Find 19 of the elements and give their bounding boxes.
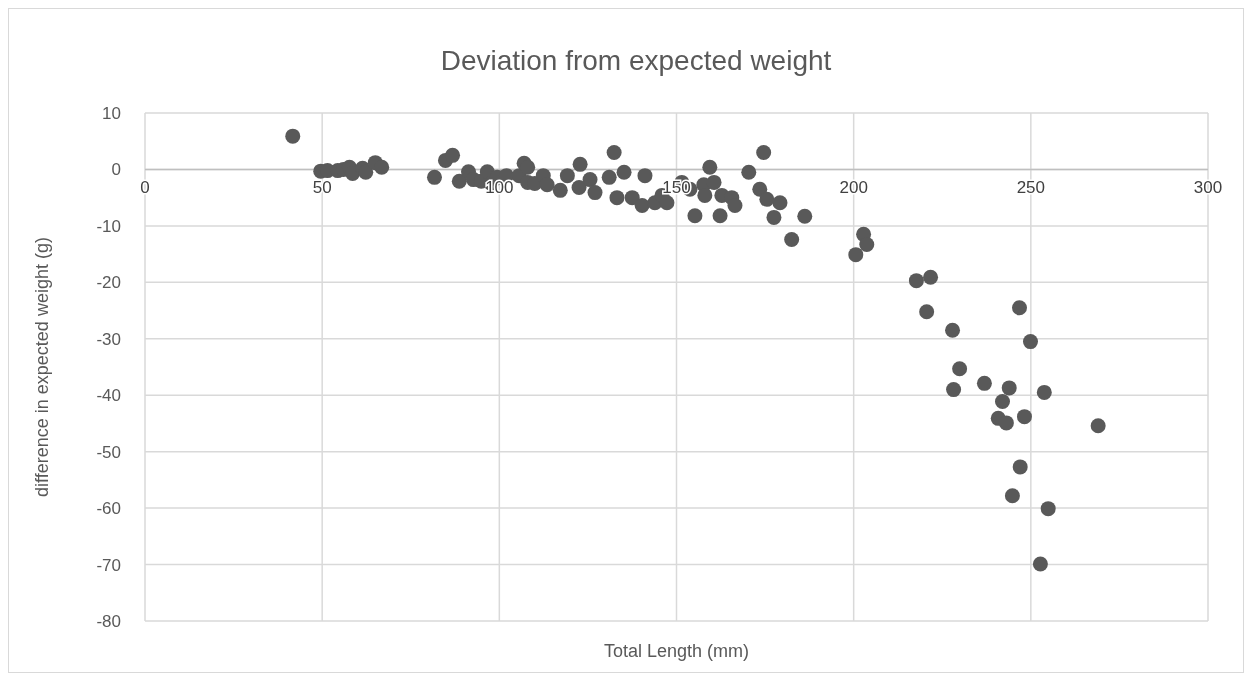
x-tick-label: 200: [839, 178, 868, 198]
x-tick-label: 50: [312, 178, 332, 198]
chart-title: Deviation from expected weight: [440, 45, 832, 76]
y-tick-label: -60: [96, 499, 121, 519]
x-tick-label: 300: [1193, 178, 1223, 198]
y-tick-label: -40: [96, 386, 121, 406]
x-tick-label: 0: [140, 178, 150, 198]
y-axis-title: difference in expected weight (g): [32, 237, 52, 497]
y-tick-label: -30: [96, 329, 121, 349]
x-tick-label: 100: [485, 178, 514, 198]
y-tick-label: -10: [96, 216, 121, 236]
y-tick-label: 0: [111, 160, 121, 180]
y-tick-label: -50: [96, 442, 121, 462]
x-axis-title: Total Length (mm): [603, 641, 750, 661]
y-tick-label: -70: [96, 555, 121, 575]
y-tick-label: 10: [102, 103, 121, 123]
x-tick-label: 250: [1016, 178, 1046, 198]
y-tick-label: -80: [96, 611, 121, 631]
y-tick-label: -20: [96, 273, 121, 293]
